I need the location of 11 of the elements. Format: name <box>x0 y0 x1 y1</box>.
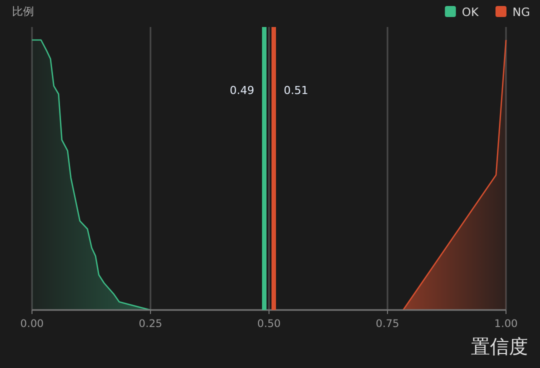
x-tick-label: 0.00 <box>20 318 44 330</box>
legend-label: NG <box>512 5 530 19</box>
x-tick-label: 1.00 <box>494 318 518 330</box>
x-tick-label: 0.25 <box>138 318 162 330</box>
ref-line-label: 0.51 <box>284 84 308 97</box>
x-axis-title: 置信度 <box>471 336 528 358</box>
legend-label: OK <box>462 5 479 19</box>
ref-line-label: 0.49 <box>230 84 254 97</box>
y-axis-title: 比例 <box>12 5 34 18</box>
x-tick-label: 0.50 <box>257 318 281 330</box>
x-tick-label: 0.75 <box>376 318 400 330</box>
